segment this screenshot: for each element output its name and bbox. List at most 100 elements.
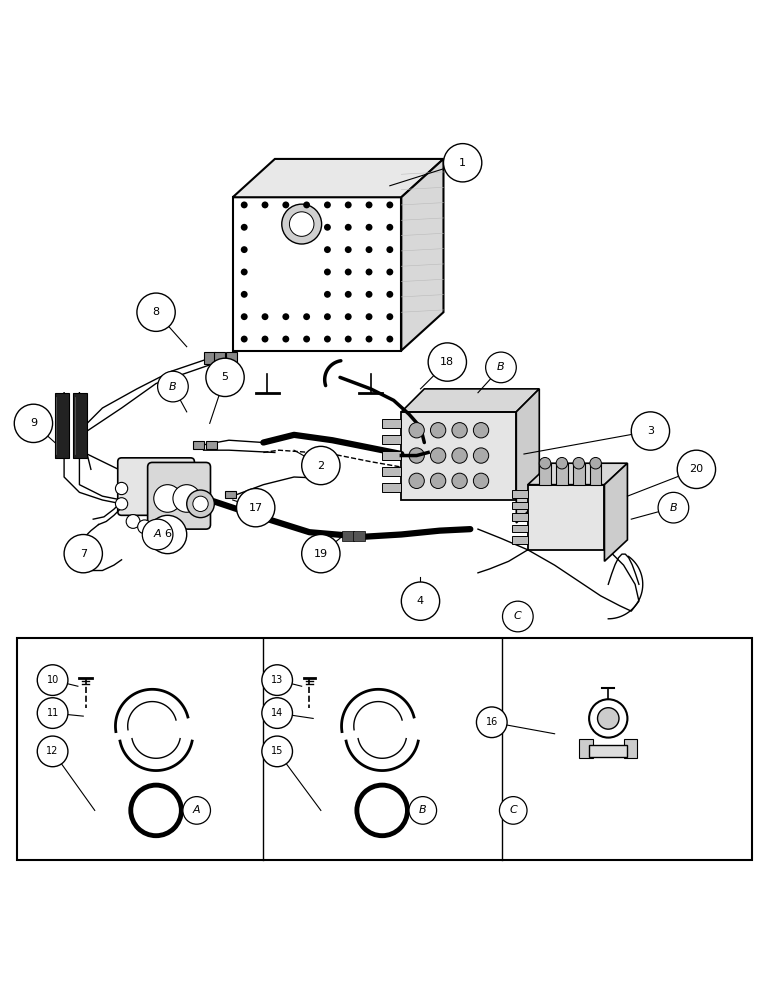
Circle shape [137, 293, 175, 331]
Circle shape [137, 520, 151, 534]
Circle shape [126, 515, 140, 528]
Circle shape [345, 336, 352, 342]
Circle shape [677, 450, 716, 489]
Circle shape [386, 269, 393, 275]
Circle shape [324, 336, 331, 342]
Bar [589, 745, 628, 757]
Text: B: B [169, 382, 177, 392]
Text: 19: 19 [313, 549, 328, 559]
Text: 9: 9 [30, 418, 37, 428]
Circle shape [366, 336, 372, 342]
Circle shape [282, 204, 322, 244]
Text: 10: 10 [46, 675, 59, 685]
Circle shape [386, 291, 393, 298]
Text: 13: 13 [271, 675, 283, 685]
Circle shape [283, 201, 290, 208]
Text: 5: 5 [222, 372, 229, 382]
Circle shape [409, 473, 425, 489]
Circle shape [303, 313, 310, 320]
Circle shape [262, 665, 293, 695]
FancyBboxPatch shape [118, 458, 195, 515]
Circle shape [473, 423, 489, 438]
Circle shape [241, 269, 248, 275]
Circle shape [37, 665, 68, 695]
Text: 4: 4 [417, 596, 424, 606]
Circle shape [401, 582, 439, 620]
Bar [513, 513, 528, 521]
Circle shape [431, 473, 445, 489]
Text: 1: 1 [459, 158, 466, 168]
Bar [215, 352, 225, 364]
Circle shape [590, 457, 601, 469]
Circle shape [302, 446, 340, 485]
Circle shape [149, 524, 163, 538]
Circle shape [303, 336, 310, 342]
Circle shape [241, 224, 248, 231]
Circle shape [116, 482, 127, 495]
Circle shape [345, 201, 352, 208]
Text: C: C [510, 805, 517, 815]
Circle shape [241, 201, 248, 208]
Circle shape [473, 473, 489, 489]
Circle shape [37, 736, 68, 767]
Bar [513, 490, 528, 498]
Bar [579, 739, 593, 758]
Bar [401, 412, 516, 500]
Circle shape [130, 785, 181, 836]
Circle shape [157, 371, 188, 402]
Circle shape [324, 291, 331, 298]
Text: A: A [154, 529, 161, 539]
Circle shape [262, 336, 269, 342]
Circle shape [148, 515, 187, 554]
Circle shape [366, 313, 372, 320]
Circle shape [345, 291, 352, 298]
Bar [353, 531, 365, 541]
Bar [193, 441, 204, 449]
Text: 8: 8 [153, 307, 160, 317]
Circle shape [324, 224, 331, 231]
Text: 6: 6 [164, 529, 171, 539]
Bar [206, 441, 217, 449]
Circle shape [431, 423, 445, 438]
Bar [225, 491, 235, 498]
Circle shape [366, 201, 372, 208]
Circle shape [486, 352, 516, 383]
Circle shape [324, 246, 331, 253]
Text: 18: 18 [440, 357, 455, 367]
Circle shape [183, 797, 211, 824]
Bar [55, 393, 69, 458]
Circle shape [443, 144, 482, 182]
Text: 20: 20 [689, 464, 703, 474]
Text: 12: 12 [46, 746, 59, 756]
Bar [205, 352, 215, 364]
Circle shape [154, 485, 181, 512]
Circle shape [303, 201, 310, 208]
Circle shape [241, 313, 248, 320]
Text: B: B [419, 805, 427, 815]
Circle shape [452, 423, 467, 438]
Bar [382, 419, 401, 428]
Circle shape [116, 498, 127, 510]
Circle shape [503, 601, 533, 632]
Circle shape [290, 212, 314, 236]
Bar [382, 467, 401, 476]
Circle shape [499, 797, 527, 824]
Text: 17: 17 [249, 503, 262, 513]
Bar [16, 638, 753, 860]
Polygon shape [604, 463, 628, 561]
Circle shape [283, 313, 290, 320]
Circle shape [386, 246, 393, 253]
Circle shape [386, 313, 393, 320]
Circle shape [476, 707, 507, 738]
Bar [226, 352, 236, 364]
Circle shape [409, 797, 437, 824]
Bar [382, 451, 401, 460]
Circle shape [658, 492, 689, 523]
Polygon shape [401, 159, 443, 351]
Circle shape [173, 485, 201, 512]
Text: B: B [669, 503, 677, 513]
Circle shape [589, 699, 628, 738]
Circle shape [241, 336, 248, 342]
Text: B: B [497, 362, 505, 372]
Circle shape [366, 291, 372, 298]
